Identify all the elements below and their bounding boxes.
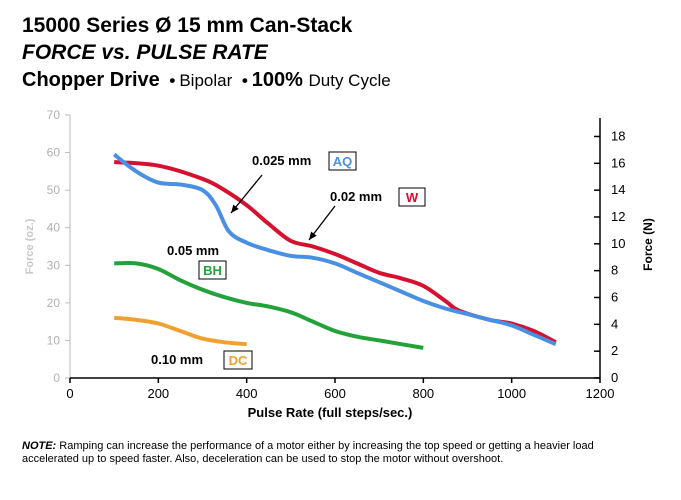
series-tag-box-w [398, 187, 426, 207]
left-axis-tick-label: 40 [47, 221, 61, 235]
series-line-dc [114, 315, 247, 347]
right-axis-tick-label: 16 [611, 155, 625, 170]
chart-series-labels: 0.025 mm AQ 0.02 mm W 0.05 mm BH 0.10 mm DC [151, 151, 426, 370]
x-axis-tick-label: 200 [147, 386, 169, 401]
subtitle-duty-cycle: Duty Cycle [308, 71, 391, 90]
series-label-dc: 0.10 mm [151, 352, 203, 367]
series-pointer-aq [230, 174, 263, 214]
subtitle-drive: Chopper Drive [22, 69, 160, 91]
series-line-aq [112, 152, 557, 347]
chart-title-line-1: 15000 Series Ø 15 mm Can-Stack [22, 14, 353, 37]
footnote-lead: NOTE: [22, 440, 57, 452]
series-tag-dc: DC [229, 353, 248, 368]
subtitle-separator-1: • [169, 71, 176, 90]
chart-series [112, 152, 557, 350]
left-axis-tick-label: 50 [47, 183, 61, 197]
right-axis-tick-label: 4 [611, 316, 618, 331]
footnote-text: Ramping can increase the performance of … [22, 440, 594, 465]
series-pointer-head-w [309, 231, 317, 240]
series-tag-aq: AQ [333, 154, 353, 169]
x-axis-tick-label: 1000 [497, 386, 526, 401]
right-axis-tick-label: 8 [611, 263, 618, 278]
x-axis-tick-label: 1200 [586, 386, 615, 401]
right-axis-tick-label: 18 [611, 128, 625, 143]
x-axis-tick-label: 0 [66, 386, 73, 401]
right-axis-tick-label: 10 [611, 236, 625, 251]
series-label-bh: 0.05 mm [167, 243, 219, 258]
x-axis-tick-label: 600 [324, 386, 346, 401]
left-axis-label: Force (oz.) [24, 218, 36, 274]
left-axis-tick-label: 30 [47, 258, 61, 272]
right-axis-tick-label: 14 [611, 182, 625, 197]
right-axis-tick-label: 2 [611, 343, 618, 358]
left-axis-tick-label: 70 [47, 108, 61, 122]
series-label-aq: 0.025 mm [252, 153, 311, 168]
chart-title-line-2: FORCE vs. PULSE RATE [22, 41, 268, 64]
series-tag-w: W [406, 190, 419, 205]
series-tag-box-aq [328, 151, 357, 171]
subtitle-separator-2: • [241, 71, 248, 90]
footnote: NOTE: Ramping can increase the performan… [22, 440, 642, 466]
subtitle-duty-value: 100% [251, 69, 303, 91]
right-axis-tick-label: 0 [611, 370, 618, 385]
right-axis-tick-label: 6 [611, 289, 618, 304]
left-axis-tick-label: 60 [47, 146, 61, 160]
series-tag-bh: BH [203, 263, 222, 278]
right-axis-label: Force (N) [641, 218, 655, 271]
x-axis-tick-label: 800 [412, 386, 434, 401]
x-axis-tick-label: 400 [236, 386, 258, 401]
series-tag-box-dc [223, 350, 253, 370]
series-label-w: 0.02 mm [330, 189, 382, 204]
chart-subtitle: Chopper Drive • Bipolar • 100% Duty Cycle [22, 69, 391, 92]
series-tag-box-bh [198, 260, 227, 280]
subtitle-bipolar: Bipolar [179, 71, 233, 90]
left-axis-tick-label: 0 [53, 371, 60, 385]
series-line-bh [114, 261, 424, 350]
series-pointer-head-aq [231, 204, 239, 213]
x-axis-label: Pulse Rate (full steps/sec.) [248, 405, 413, 420]
left-axis-tick-label: 10 [47, 333, 61, 347]
left-axis-tick-label: 20 [47, 296, 61, 310]
right-axis-tick-label: 12 [611, 209, 625, 224]
